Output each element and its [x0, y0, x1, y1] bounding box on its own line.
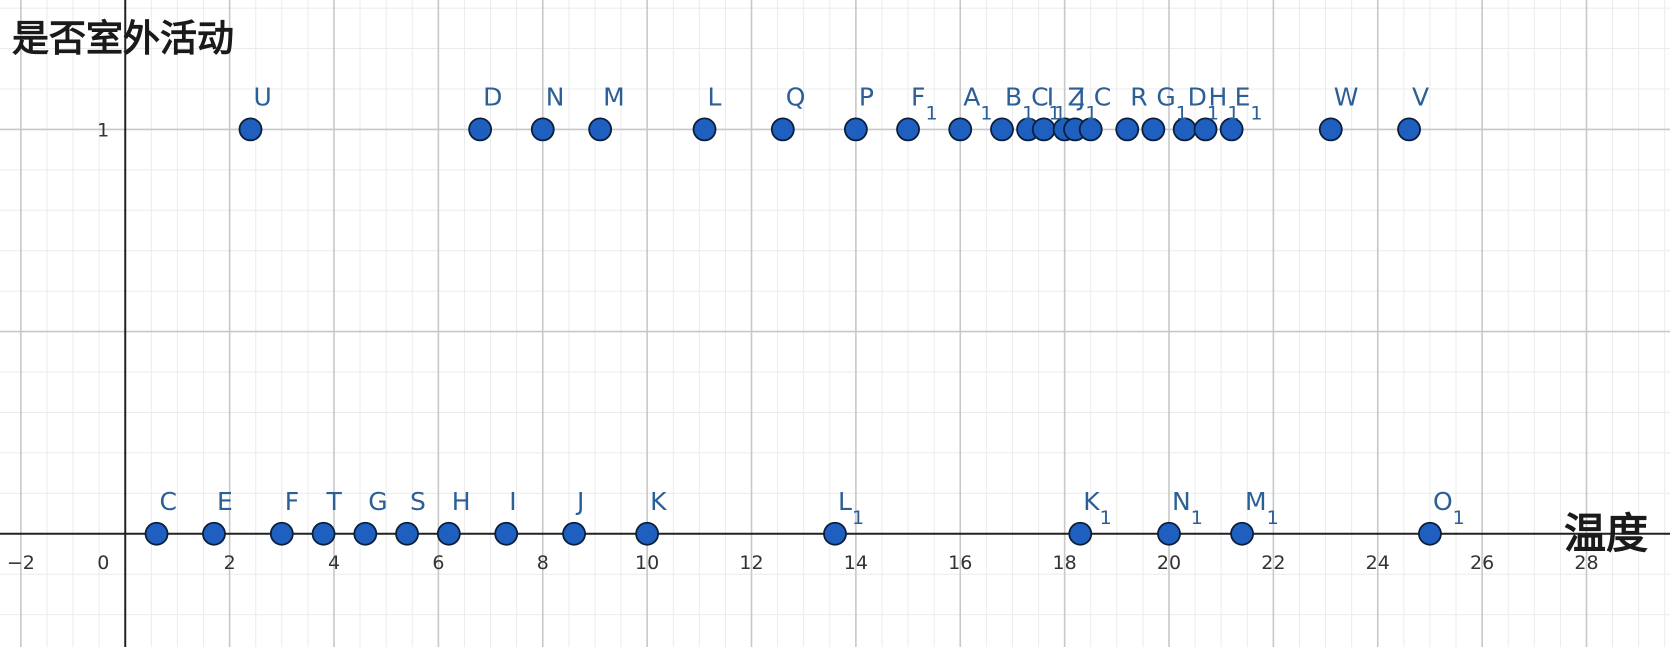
data-point[interactable]: [1397, 117, 1421, 142]
point-label: Q: [786, 82, 806, 111]
x-tick-label: 14: [844, 552, 868, 574]
point-label: S: [410, 487, 426, 516]
x-tick-label: 20: [1157, 552, 1181, 574]
point-label: J1: [1076, 82, 1097, 124]
data-point[interactable]: [770, 117, 795, 142]
x-tick-label: 8: [537, 552, 549, 574]
data-point[interactable]: [1193, 117, 1218, 142]
data-point[interactable]: [1230, 521, 1254, 546]
data-point[interactable]: [395, 521, 419, 546]
x-tick-label: 28: [1574, 552, 1598, 574]
point-label: T: [326, 487, 343, 516]
point-label: B1: [1005, 82, 1034, 124]
data-point[interactable]: [588, 117, 613, 142]
x-tick-label: 12: [739, 552, 763, 574]
point-label: O1: [1433, 487, 1465, 529]
data-point[interactable]: [436, 521, 461, 546]
point-label: F: [285, 487, 299, 516]
point-label: F1: [911, 82, 937, 124]
data-point[interactable]: [1078, 117, 1103, 142]
point-label: D: [483, 82, 502, 111]
point-label: U: [254, 82, 272, 111]
data-point[interactable]: [948, 117, 973, 142]
y-axis-title: 是否室外活动: [12, 17, 234, 60]
point-label: G1: [1156, 82, 1187, 124]
x-tick-label: 2: [224, 552, 236, 574]
point-label: K: [650, 487, 667, 516]
x-axis-title: 温度: [1563, 509, 1648, 558]
data-point[interactable]: [144, 521, 169, 546]
point-label: I1: [1047, 82, 1066, 124]
data-point[interactable]: [1219, 117, 1244, 142]
point-label: K1: [1083, 487, 1112, 529]
data-point[interactable]: [238, 117, 263, 142]
point-label: G: [368, 487, 387, 516]
point-label: V: [1412, 82, 1429, 111]
data-points: [144, 117, 1442, 546]
point-label: L1: [838, 487, 864, 529]
data-point[interactable]: [990, 117, 1014, 142]
data-point[interactable]: [823, 521, 847, 546]
point-label: N1: [1172, 487, 1203, 529]
data-point[interactable]: [269, 521, 294, 546]
point-label: P: [859, 82, 874, 111]
point-label: M: [603, 82, 625, 111]
point-label: D1: [1188, 82, 1219, 124]
x-tick-label: 26: [1470, 552, 1494, 574]
data-point[interactable]: [1115, 117, 1140, 142]
data-point[interactable]: [1157, 521, 1181, 546]
x-tick-label: 22: [1261, 552, 1285, 574]
y-tick-label: 1: [97, 119, 109, 141]
data-point[interactable]: [202, 521, 226, 546]
point-label: J: [575, 487, 584, 516]
point-label: N: [546, 82, 565, 111]
point-label: Z: [1068, 82, 1085, 111]
point-label: H: [452, 487, 471, 516]
x-tick-label: 4: [328, 552, 340, 574]
x-tick-label: 6: [432, 552, 444, 574]
point-label: A1: [963, 82, 992, 124]
tick-labels: −2 0 2 4 6 8 10 12 14 16 18 20 22 24 26 281: [7, 119, 1599, 573]
data-point[interactable]: [1068, 521, 1093, 546]
data-point[interactable]: [494, 521, 519, 546]
data-point[interactable]: [1318, 117, 1343, 142]
data-point[interactable]: [468, 117, 493, 142]
data-point[interactable]: [530, 117, 555, 142]
data-point[interactable]: [1141, 117, 1166, 142]
data-point[interactable]: [311, 521, 336, 546]
x-tick-label: 24: [1366, 552, 1390, 574]
data-point[interactable]: [1418, 521, 1442, 546]
x-tick-label: 16: [948, 552, 972, 574]
x-tick-label: 0: [97, 552, 109, 574]
data-point[interactable]: [896, 117, 920, 142]
point-label: E1: [1235, 82, 1263, 124]
point-label: W: [1334, 82, 1359, 111]
data-point[interactable]: [562, 521, 586, 546]
data-point[interactable]: [843, 117, 868, 142]
x-tick-label: −2: [7, 552, 35, 574]
point-label: R: [1130, 82, 1147, 111]
data-point[interactable]: [635, 521, 660, 546]
point-label: I: [509, 487, 516, 516]
point-label: M1: [1245, 487, 1279, 529]
point-label: C1: [1031, 82, 1061, 124]
data-point[interactable]: [692, 117, 717, 142]
x-tick-label: 10: [635, 552, 659, 574]
point-label: L: [708, 82, 722, 111]
point-label: E: [217, 487, 233, 516]
point-label: C: [160, 487, 177, 516]
data-point[interactable]: [353, 521, 378, 546]
point-label: H1: [1209, 82, 1240, 124]
x-tick-label: 18: [1053, 552, 1077, 574]
point-label: C: [1094, 82, 1111, 111]
